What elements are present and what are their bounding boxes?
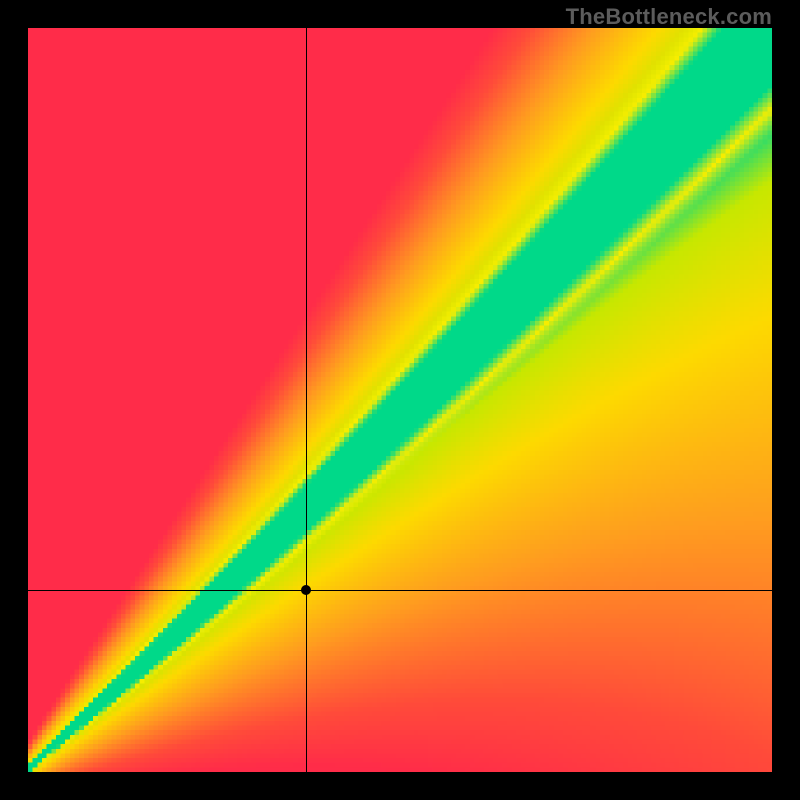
bottleneck-heatmap: [28, 28, 772, 772]
heatmap-canvas: [28, 28, 772, 772]
crosshair-vertical: [306, 28, 307, 772]
crosshair-horizontal: [28, 590, 772, 591]
crosshair-marker: [301, 585, 311, 595]
watermark-text: TheBottleneck.com: [566, 4, 772, 30]
